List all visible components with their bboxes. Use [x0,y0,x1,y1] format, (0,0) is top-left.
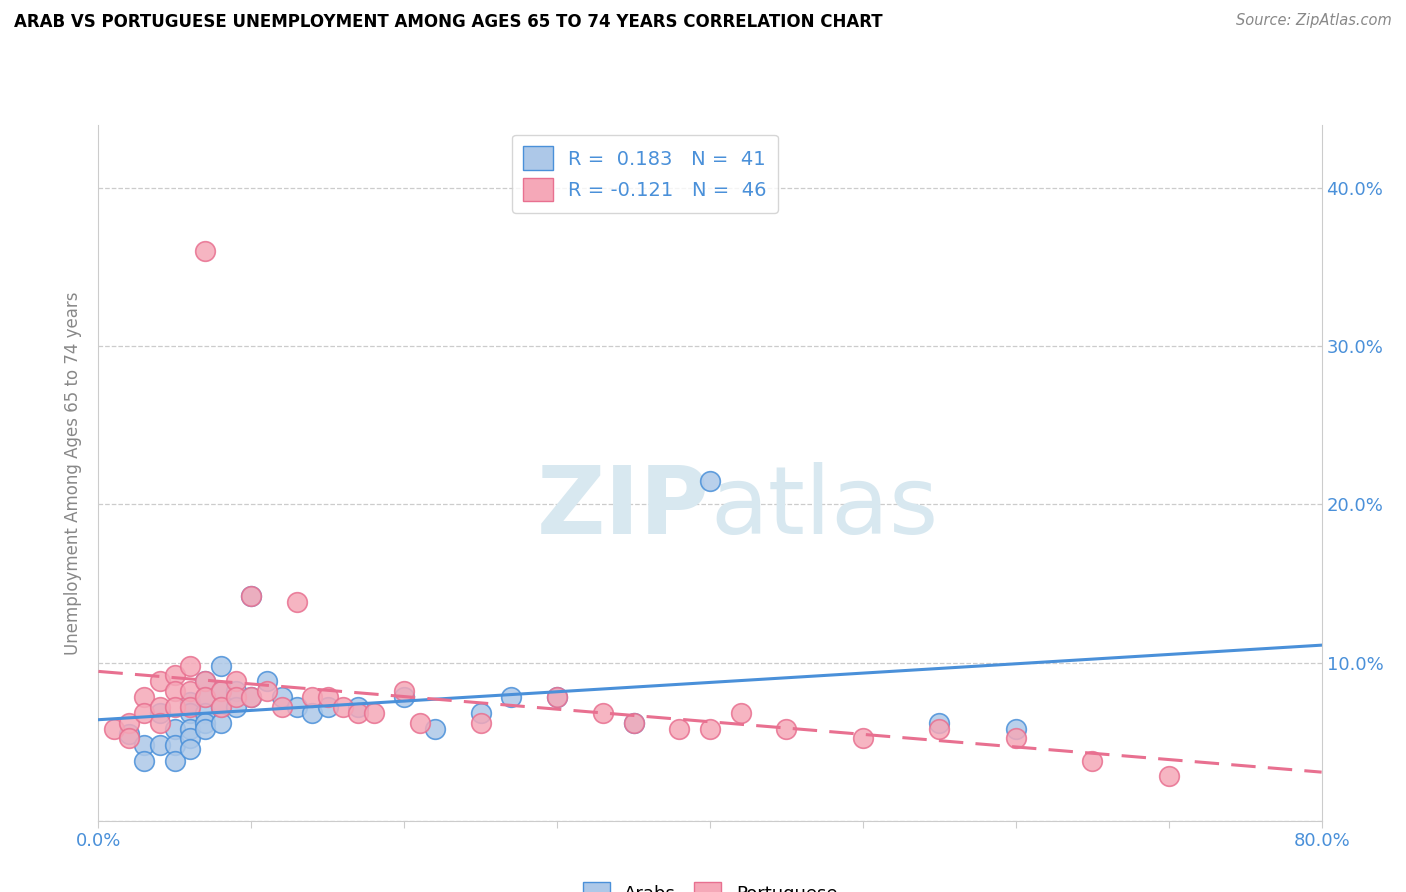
Point [285,699,308,714]
Point [134,738,156,752]
Point [363,706,385,720]
Point [347,706,370,720]
Point [118,731,141,746]
Point [668,722,690,736]
Point [225,699,247,714]
Point [423,722,446,736]
Point [134,690,156,705]
Point [209,684,232,698]
Point [1081,754,1104,768]
Point [179,684,201,698]
Point [163,668,186,682]
Text: ARAB VS PORTUGUESE UNEMPLOYMENT AMONG AGES 65 TO 74 YEARS CORRELATION CHART: ARAB VS PORTUGUESE UNEMPLOYMENT AMONG AG… [14,13,883,31]
Point [546,690,568,705]
Point [163,754,186,768]
Point [392,684,416,698]
Point [179,722,201,736]
Point [730,706,752,720]
Point [256,684,278,698]
Point [225,684,247,698]
Point [194,244,217,259]
Point [163,684,186,698]
Point [270,690,292,705]
Point [301,706,323,720]
Point [225,674,247,689]
Point [209,715,232,730]
Point [699,722,721,736]
Point [149,674,172,689]
Point [501,690,523,705]
Point [623,715,645,730]
Point [179,695,201,709]
Point [1004,731,1026,746]
Point [209,699,232,714]
Point [392,690,416,705]
Point [134,754,156,768]
Point [928,715,950,730]
Point [163,722,186,736]
Legend: Arabs, Portuguese: Arabs, Portuguese [575,875,845,892]
Point [179,706,201,720]
Text: atlas: atlas [710,461,938,554]
Point [240,690,263,705]
Point [118,726,141,740]
Point [270,699,292,714]
Text: ZIP: ZIP [537,461,710,554]
Point [194,690,217,705]
Point [316,690,339,705]
Point [103,722,125,736]
Point [194,674,217,689]
Point [118,715,141,730]
Point [240,589,263,603]
Point [209,699,232,714]
Point [546,690,568,705]
Point [285,595,308,609]
Point [194,715,217,730]
Point [209,684,232,698]
Point [179,658,201,673]
Point [347,699,370,714]
Point [194,674,217,689]
Point [240,589,263,603]
Point [775,722,797,736]
Point [470,706,492,720]
Point [592,706,614,720]
Point [928,722,950,736]
Point [470,715,492,730]
Point [240,690,263,705]
Point [149,706,172,720]
Point [179,699,201,714]
Point [1157,769,1180,783]
Point [225,690,247,705]
Point [332,699,354,714]
Point [179,742,201,756]
Point [623,715,645,730]
Point [209,658,232,673]
Point [179,731,201,746]
Y-axis label: Unemployment Among Ages 65 to 74 years: Unemployment Among Ages 65 to 74 years [65,291,83,655]
Point [852,731,875,746]
Point [149,738,172,752]
Point [256,674,278,689]
Point [301,690,323,705]
Point [408,715,430,730]
Point [149,699,172,714]
Point [1004,722,1026,736]
Point [163,699,186,714]
Point [149,715,172,730]
Point [316,699,339,714]
Point [194,722,217,736]
Text: Source: ZipAtlas.com: Source: ZipAtlas.com [1236,13,1392,29]
Point [134,706,156,720]
Point [194,690,217,705]
Point [194,706,217,720]
Point [699,474,721,488]
Point [163,738,186,752]
